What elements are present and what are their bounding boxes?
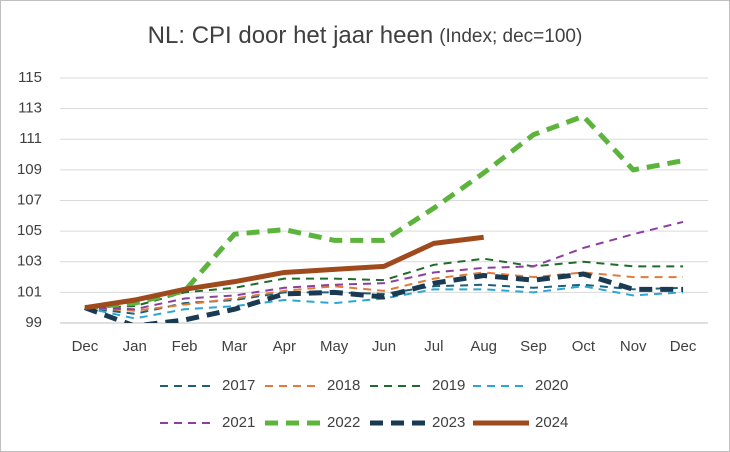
y-tick-label: 111 [19,130,42,147]
legend-label: 2017 [222,377,255,394]
subtitle: (Index; dec=100) [439,26,582,47]
series-line [84,283,684,315]
legend-label: 2023 [432,414,465,431]
series-line [84,271,684,323]
x-tick-label: Sep [520,338,547,355]
x-tick-label: Jan [123,338,147,355]
x-tick-label: Dec [72,338,99,355]
series-line [84,271,684,312]
chart-title: NL: CPI door het jaar heen (Index; dec=10… [148,22,583,49]
series-line [84,220,684,311]
series-line [84,257,684,309]
x-tick-label: Nov [620,338,647,355]
x-tick-label: Apr [273,338,296,355]
x-tick-label: Feb [172,338,198,355]
y-tick-label: 101 [17,283,42,300]
x-tick-label: Mar [222,338,248,355]
x-tick-label: Jun [372,338,396,355]
x-tick-label: Dec [670,338,697,355]
x-tick-label: Aug [470,338,497,355]
legend-label: 2019 [432,377,465,394]
legend-label: 2020 [535,377,568,394]
y-tick-label: 105 [17,222,42,239]
plot-area [84,113,684,323]
y-tick-label: 107 [17,191,42,208]
title: NL: CPI door het jaar heen [148,22,434,49]
x-tick-label: May [320,338,349,355]
x-tick-label: Oct [572,338,596,355]
y-tick-label: 103 [17,253,42,270]
series-line [84,113,684,311]
legend-label: 2024 [535,414,568,431]
legend-label: 2022 [327,414,360,431]
y-tick-label: 99 [25,314,42,331]
legend-label: 2021 [222,414,255,431]
y-tick-label: 109 [17,161,42,178]
y-tick-label: 115 [18,69,42,86]
x-tick-label: Jul [424,338,443,355]
legend-label: 2018 [327,377,360,394]
y-tick-label: 113 [18,100,42,117]
series-line [84,234,484,311]
